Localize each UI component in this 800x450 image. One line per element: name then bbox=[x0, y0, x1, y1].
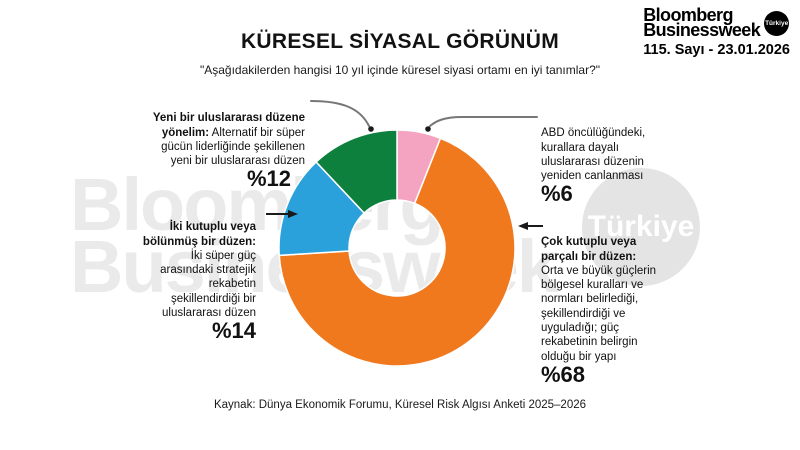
issue-date: 115. Sayı - 23.01.2026 bbox=[643, 42, 790, 58]
donut-segment-multipolar bbox=[278, 137, 516, 367]
annotation-bipolar-text: İki süper güç arasındaki stratejik rekab… bbox=[160, 249, 256, 320]
annotation-new-order-text: Alternatif bir süper gücün liderliğinde … bbox=[161, 126, 305, 168]
value-us-led: %6 bbox=[541, 181, 573, 207]
turkiye-badge: Türkiye bbox=[764, 11, 790, 36]
value-multipolar: %68 bbox=[541, 361, 586, 387]
annotation-new-order-bold: Yeni bir uluslararası düzene yönelim: bbox=[152, 112, 305, 139]
donut-segment-new-order bbox=[315, 129, 398, 215]
leader-dot-us-led bbox=[425, 126, 431, 132]
turkiye-badge-label: Türkiye bbox=[765, 20, 789, 27]
annotation-multipolar-text: Orta ve büyük güçlerin bölgesel kurallar… bbox=[541, 264, 657, 363]
annotation-us-led: ABD öncülüğündeki, kurallara dayalı ulus… bbox=[541, 112, 751, 216]
annotation-bipolar: İki kutuplu veya bölünmüş bir düzen: İki… bbox=[46, 206, 256, 353]
source-note: Kaynak: Dünya Ekonomik Forumu, Küresel R… bbox=[213, 399, 587, 411]
leader-lines-group bbox=[266, 100, 543, 230]
leader-dot-new-order bbox=[368, 126, 374, 132]
annotation-multipolar-bold: Çok kutuplu veya parçalı bir düzen: bbox=[541, 236, 637, 263]
logo-businessweek: Businessweek bbox=[643, 19, 761, 40]
logo-bloomberg: Bloomberg bbox=[643, 5, 733, 25]
value-new-order: %12 bbox=[246, 166, 291, 192]
brand-logo-text: Bloomberg Businessweek bbox=[643, 5, 761, 40]
survey-question: "Aşağıdakilerden hangisi 10 yıl içinde k… bbox=[199, 63, 601, 77]
leader-line-us-led bbox=[429, 116, 538, 127]
annotation-bipolar-bold: İki kutuplu veya bölünmüş bir düzen: bbox=[142, 221, 256, 248]
brand-logo: Bloomberg Businessweek Türkiye 115. Sayı… bbox=[643, 5, 790, 58]
value-bipolar: %14 bbox=[211, 318, 256, 344]
leader-arrow-bipolar bbox=[288, 210, 298, 218]
watermark-badge-label: Türkiye bbox=[587, 210, 695, 243]
annotation-multipolar: Çok kutuplu veya parçalı bir düzen: Orta… bbox=[541, 221, 751, 397]
page-title: KÜRESEL SİYASAL GÖRÜNÜM bbox=[240, 30, 560, 53]
leader-line-new-order bbox=[310, 100, 370, 127]
annotation-new-order: Yeni bir uluslararası düzene yönelim: Al… bbox=[75, 97, 305, 201]
leader-arrow-multipolar bbox=[518, 222, 528, 230]
watermark-turkiye-circle: Türkiye bbox=[582, 168, 700, 286]
donut-segments-group bbox=[278, 129, 516, 367]
brand-logo-row: Bloomberg Businessweek Türkiye bbox=[643, 5, 790, 40]
annotation-us-led-text: ABD öncülüğündeki, kurallara dayalı ulus… bbox=[541, 127, 646, 183]
